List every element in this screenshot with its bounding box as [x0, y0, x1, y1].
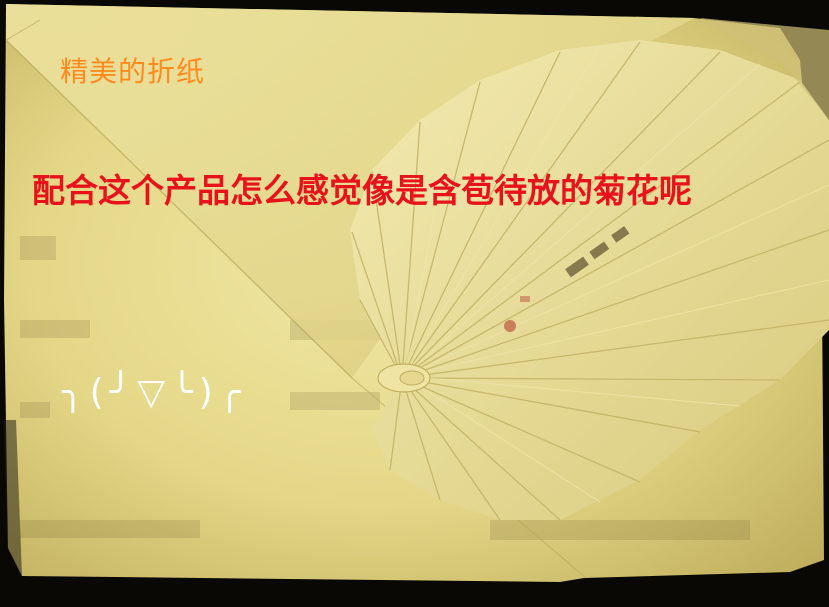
pleated-fan [350, 40, 829, 521]
kaomoji-caption: ╮(╯▽╰)╭ [62, 372, 247, 413]
comment-caption: 配合这个产品怎么感觉像是含苞待放的菊花呢 [32, 171, 692, 210]
title-caption: 精美的折纸 [60, 55, 206, 88]
